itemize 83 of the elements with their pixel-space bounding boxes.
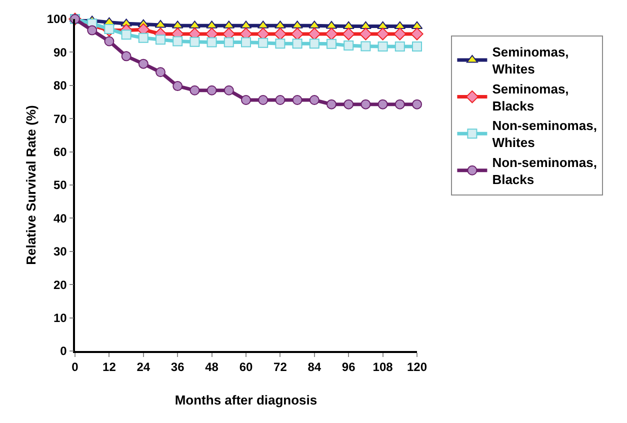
point xyxy=(258,38,268,48)
point xyxy=(411,21,423,30)
y-tick-label: 90 xyxy=(53,45,68,60)
point xyxy=(275,95,286,106)
point xyxy=(326,20,338,29)
y-tick-label: 50 xyxy=(53,178,68,192)
point xyxy=(342,21,354,30)
point xyxy=(138,32,148,43)
x-tick-label: 12 xyxy=(102,360,116,374)
point xyxy=(274,28,287,40)
point xyxy=(378,42,388,52)
x-tick-label: 60 xyxy=(239,360,253,374)
point xyxy=(292,38,302,49)
legend-label: Non-seminomas, Blacks xyxy=(492,155,597,187)
point xyxy=(190,85,200,96)
point xyxy=(138,58,148,69)
point xyxy=(121,30,132,40)
legend-label: Seminomas, Blacks xyxy=(492,81,569,114)
point xyxy=(206,37,217,48)
point xyxy=(377,21,388,30)
point xyxy=(156,67,166,78)
legend-label: Seminomas, Whites xyxy=(492,44,569,77)
point xyxy=(172,36,183,46)
point xyxy=(154,20,166,28)
x-tick-label: 96 xyxy=(342,360,356,374)
point xyxy=(121,51,132,62)
x-tick-label: 108 xyxy=(372,360,394,374)
point xyxy=(290,28,304,40)
y-tick-label: 0 xyxy=(60,344,68,358)
x-axis-title: Months after diagnosis xyxy=(174,392,318,408)
point xyxy=(360,21,372,30)
point xyxy=(241,95,251,106)
point xyxy=(258,95,268,106)
point xyxy=(190,36,200,47)
point xyxy=(309,38,320,49)
point xyxy=(104,24,114,34)
point xyxy=(394,42,405,52)
point xyxy=(394,28,406,40)
y-tick-label: 100 xyxy=(46,12,68,26)
point xyxy=(241,37,251,48)
point xyxy=(326,99,336,110)
x-tick-label: 84 xyxy=(308,360,322,374)
point xyxy=(344,99,354,110)
point xyxy=(412,42,422,52)
y-tick-label: 30 xyxy=(53,244,68,259)
point xyxy=(412,99,422,110)
x-tick-label: 36 xyxy=(170,360,185,374)
y-tick-label: 70 xyxy=(53,112,68,126)
point xyxy=(376,28,390,40)
y-axis-title: Relative Survival Rate (%) xyxy=(23,105,38,265)
point xyxy=(359,28,372,40)
point xyxy=(87,25,98,36)
point xyxy=(309,95,320,106)
point xyxy=(206,85,217,96)
point xyxy=(326,38,336,49)
point xyxy=(104,36,114,46)
point xyxy=(325,28,338,40)
point xyxy=(410,28,424,40)
y-tick-label: 80 xyxy=(53,78,68,93)
x-tick-label: 24 xyxy=(136,360,150,374)
point xyxy=(360,41,371,52)
y-tick-label: 10 xyxy=(53,311,68,325)
point xyxy=(342,28,355,40)
point xyxy=(292,95,302,106)
legend-label: Non-seminomas, Whites xyxy=(492,118,597,150)
point xyxy=(360,99,371,110)
point xyxy=(224,37,234,48)
point xyxy=(378,99,388,110)
x-tick-label: 72 xyxy=(274,360,288,374)
y-tick-label: 60 xyxy=(53,145,68,159)
point xyxy=(275,38,286,49)
point xyxy=(156,34,166,45)
x-tick-label: 48 xyxy=(205,360,219,374)
x-tick-label: 120 xyxy=(406,360,428,374)
point xyxy=(172,81,183,92)
x-tick-label: 0 xyxy=(72,360,79,374)
y-tick-label: 20 xyxy=(53,278,68,292)
point xyxy=(394,99,405,110)
y-tick-label: 40 xyxy=(53,211,68,226)
point xyxy=(308,28,321,40)
point xyxy=(224,85,234,96)
point xyxy=(394,21,406,30)
point xyxy=(344,40,354,51)
